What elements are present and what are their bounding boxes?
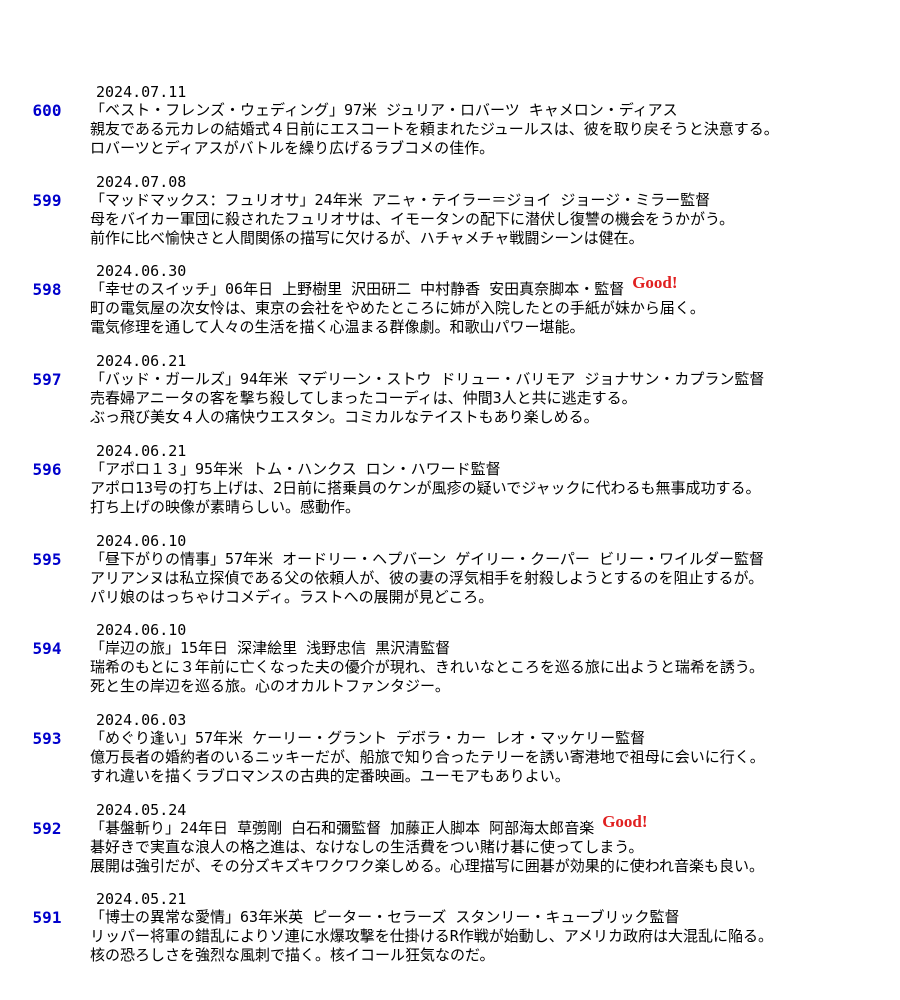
entry-description: 瑞希のもとに３年前に亡くなった夫の優介が現れ、きれいなところを巡る旅に出ようと瑞… — [90, 658, 764, 677]
title-text: 「ベスト・フレンズ・ウェディング」97米 ジュリア・ロバーツ キャメロン・ディア… — [90, 101, 678, 119]
entry-date: 2024.06.10 — [96, 621, 187, 640]
entry-date: 2024.06.21 — [96, 441, 187, 460]
entry-title: 「岸辺の旅」15年日 深津絵里 浅野忠信 黒沢清監督 — [90, 639, 450, 657]
entry-title: 「ベスト・フレンズ・ウェディング」97米 ジュリア・ロバーツ キャメロン・ディア… — [90, 101, 678, 119]
entry-description: 売春婦アニータの客を撃ち殺してしまったコーディは、仲間3人と共に逃走する。 — [90, 389, 637, 408]
entry-description: リッパー将軍の錯乱によりソ連に水爆攻撃を仕掛けるR作戦が始動し、アメリカ政府は大… — [90, 927, 773, 946]
entry-description: 核の恐ろしさを強烈な風刺で描く。核イコール狂気なのだ。 — [90, 946, 495, 965]
entry-date: 2024.06.10 — [96, 531, 187, 550]
title-text: 「アポロ１３」95年米 トム・ハンクス ロン・ハワード監督 — [90, 459, 501, 478]
entry-description: 電気修理を通して人々の生活を描く心温まる群像劇。和歌山パワー堪能。 — [90, 318, 585, 337]
entry-title: 「昼下がりの情事」57年米 オードリー・ヘプバーン ゲイリー・クーパー ビリー・… — [90, 550, 764, 568]
entry-title: 「碁盤斬り」24年日 草彅剛 白石和彌監督 加藤正人脚本 阿部海太郎音楽 Good… — [90, 812, 648, 837]
entry-date: 2024.07.11 — [96, 83, 187, 101]
entry-date: 2024.05.24 — [96, 800, 187, 819]
entry-number: 595 — [32, 549, 62, 569]
entry-description: ぶっ飛び美女４人の痛快ウエスタン。コミカルなテイストもあり楽しめる。 — [90, 408, 599, 427]
entry-description: ロバーツとディアスがバトルを繰り広げるラブコメの佳作。 — [90, 139, 495, 157]
entry-title: 「マッドマックス：フュリオサ」24年米 アニャ・テイラー＝ジョイ ジョージ・ミラ… — [90, 191, 710, 209]
entry-number: 598 — [32, 280, 62, 300]
entry-title: 「めぐり逢い」57年米 ケーリー・グラント デボラ・カー レオ・マッケリー監督 — [90, 729, 645, 747]
entry-description: パリ娘のはっちゃけコメディ。ラストへの展開が見どころ。 — [90, 587, 494, 606]
entry-title: 「アポロ１３」95年米 トム・ハンクス ロン・ハワード監督 — [90, 460, 501, 478]
title-text: 「昼下がりの情事」57年米 オードリー・ヘプバーン ゲイリー・クーパー ビリー・… — [90, 549, 764, 568]
title-text: 「めぐり逢い」57年米 ケーリー・グラント デボラ・カー レオ・マッケリー監督 — [90, 728, 646, 747]
review-entry: 595 2024.06.10 「昼下がりの情事」57年米 オードリー・ヘプバーン ゲ… — [0, 532, 900, 612]
entry-description: 前作に比べ愉快さと人間関係の描写に欠けるが、ハチャメチャ戦闘シーンは健在。 — [90, 228, 644, 247]
entry-date: 2024.06.03 — [96, 710, 187, 729]
entry-description: 町の電気屋の次女怜は、東京の会社をやめたところに姉が入院したとの手紙が妹から届く… — [90, 299, 705, 318]
entry-title: 「バッド・ガールズ」94年米 マデリーン・ストウ ドリュー・バリモア ジョナサン… — [90, 370, 764, 388]
entry-description: すれ違いを描くラブロマンスの古典的定番映画。ユーモアもありよい。 — [90, 766, 570, 785]
title-text: 「博士の異常な愛情」63年米英 ピーター・セラーズ スタンリー・キューブリック監… — [90, 908, 680, 927]
entry-number: 593 — [32, 728, 62, 748]
entry-description: アポロ13号の打ち上げは、2日前に搭乗員のケンが風疹の疑いでジャックに代わるも無… — [90, 478, 761, 497]
review-entry: 592 2024.05.24 「碁盤斬り」24年日 草彅剛 白石和彌監督 加藤正人脚… — [0, 801, 900, 881]
review-entry: 596 2024.06.21 「アポロ１３」95年米 トム・ハンクス ロン・ハワード… — [0, 442, 900, 522]
title-text: 「バッド・ガールズ」94年米 マデリーン・ストウ ドリュー・バリモア ジョナサン… — [90, 370, 765, 389]
review-entry: 597 2024.06.21 「バッド・ガールズ」94年米 マデリーン・ストウ ドリ… — [0, 352, 900, 432]
entry-number: 597 — [32, 370, 62, 390]
title-text: 「岸辺の旅」15年日 深津絵里 浅野忠信 黒沢清監督 — [90, 639, 451, 658]
entry-description: 死と生の岸辺を巡る旅。心のオカルトファンタジー。 — [90, 677, 450, 696]
entry-description: 億万長者の婚約者のいるニッキーだが、船旅で知り合ったテリーを誘い寄港地で祖母に会… — [90, 747, 765, 766]
entry-description: アリアンヌは私立探偵である父の依頼人が、彼の妻の浮気相手を射殺しようとするのを阻… — [90, 568, 764, 587]
review-entry: 600 2024.07.11 「ベスト・フレンズ・ウェディング」97米 ジュリア・ロ… — [0, 83, 900, 163]
good-badge: Good! — [602, 811, 648, 831]
entry-description: 親友である元カレの結婚式４日前にエスコートを頼まれたジュールスは、彼を取り戻そう… — [90, 120, 779, 138]
entry-date: 2024.07.08 — [96, 172, 187, 191]
title-text: 「碁盤斬り」24年日 草彅剛 白石和彌監督 加藤正人脚本 阿部海太郎音楽 — [90, 818, 595, 837]
entry-number: 594 — [32, 639, 62, 659]
entry-number: 600 — [32, 101, 62, 120]
entry-date: 2024.06.30 — [96, 262, 187, 281]
entry-description: 母をバイカー軍団に殺されたフュリオサは、イモータンの配下に潜伏し復讐の機会をうか… — [90, 209, 735, 228]
review-entry: 594 2024.06.10 「岸辺の旅」15年日 深津絵里 浅野忠信 黒沢清監督瑞… — [0, 621, 900, 701]
review-entry: 593 2024.06.03 「めぐり逢い」57年米 ケーリー・グラント デボラ・カ… — [0, 711, 900, 791]
entry-number: 592 — [32, 818, 62, 838]
entry-date: 2024.06.21 — [96, 352, 187, 371]
title-text: 「幸せのスイッチ」06年日 上野樹里 沢田研二 中村静香 安田真奈脚本・監督 — [90, 280, 625, 299]
entry-number: 596 — [32, 459, 62, 479]
entry-number: 599 — [32, 190, 62, 210]
title-text: 「マッドマックス：フュリオサ」24年米 アニャ・テイラー＝ジョイ ジョージ・ミラ… — [90, 190, 711, 209]
review-entry: 599 2024.07.08 「マッドマックス：フュリオサ」24年米 アニャ・テイラ… — [0, 173, 900, 253]
entry-description: 展開は強引だが、その分ズキズキワクワク楽しめる。心理描写に囲碁が効果的に使われ音… — [90, 856, 764, 875]
entry-title: 「博士の異常な愛情」63年米英 ピーター・セラーズ スタンリー・キューブリック監… — [90, 908, 679, 926]
entry-description: 打ち上げの映像が素晴らしい。感動作。 — [90, 497, 361, 516]
entry-number: 591 — [32, 908, 62, 928]
entry-description: 碁好きで実直な浪人の格之進は、なけなしの生活費をつい賭け碁に使ってしまう。 — [90, 837, 644, 856]
review-entry: 591 2024.05.21 「博士の異常な愛情」63年米英 ピーター・セラーズ ス… — [0, 890, 900, 970]
review-entry: 598 2024.06.30 「幸せのスイッチ」06年日 上野樹里 沢田研二 中村静… — [0, 262, 900, 342]
entry-title: 「幸せのスイッチ」06年日 上野樹里 沢田研二 中村静香 安田真奈脚本・監督 Go… — [90, 274, 678, 299]
good-badge: Good! — [632, 273, 678, 293]
entry-date: 2024.05.21 — [96, 890, 187, 909]
